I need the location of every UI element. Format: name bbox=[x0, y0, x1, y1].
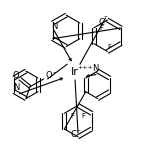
Text: N: N bbox=[51, 22, 58, 31]
Text: F: F bbox=[107, 43, 111, 50]
Text: $^-$: $^-$ bbox=[52, 71, 58, 76]
Text: N: N bbox=[93, 64, 99, 73]
Text: $^-$: $^-$ bbox=[103, 15, 110, 20]
Text: $^-$: $^-$ bbox=[76, 129, 82, 133]
Text: +++: +++ bbox=[77, 65, 93, 70]
Text: F: F bbox=[100, 25, 104, 31]
Text: O: O bbox=[45, 71, 52, 80]
Text: F: F bbox=[70, 113, 74, 119]
Text: C: C bbox=[99, 18, 104, 27]
Text: Ir: Ir bbox=[71, 67, 79, 77]
Text: N: N bbox=[13, 83, 19, 92]
Text: F: F bbox=[82, 113, 86, 119]
Text: C: C bbox=[70, 130, 76, 139]
Text: O: O bbox=[13, 71, 20, 80]
